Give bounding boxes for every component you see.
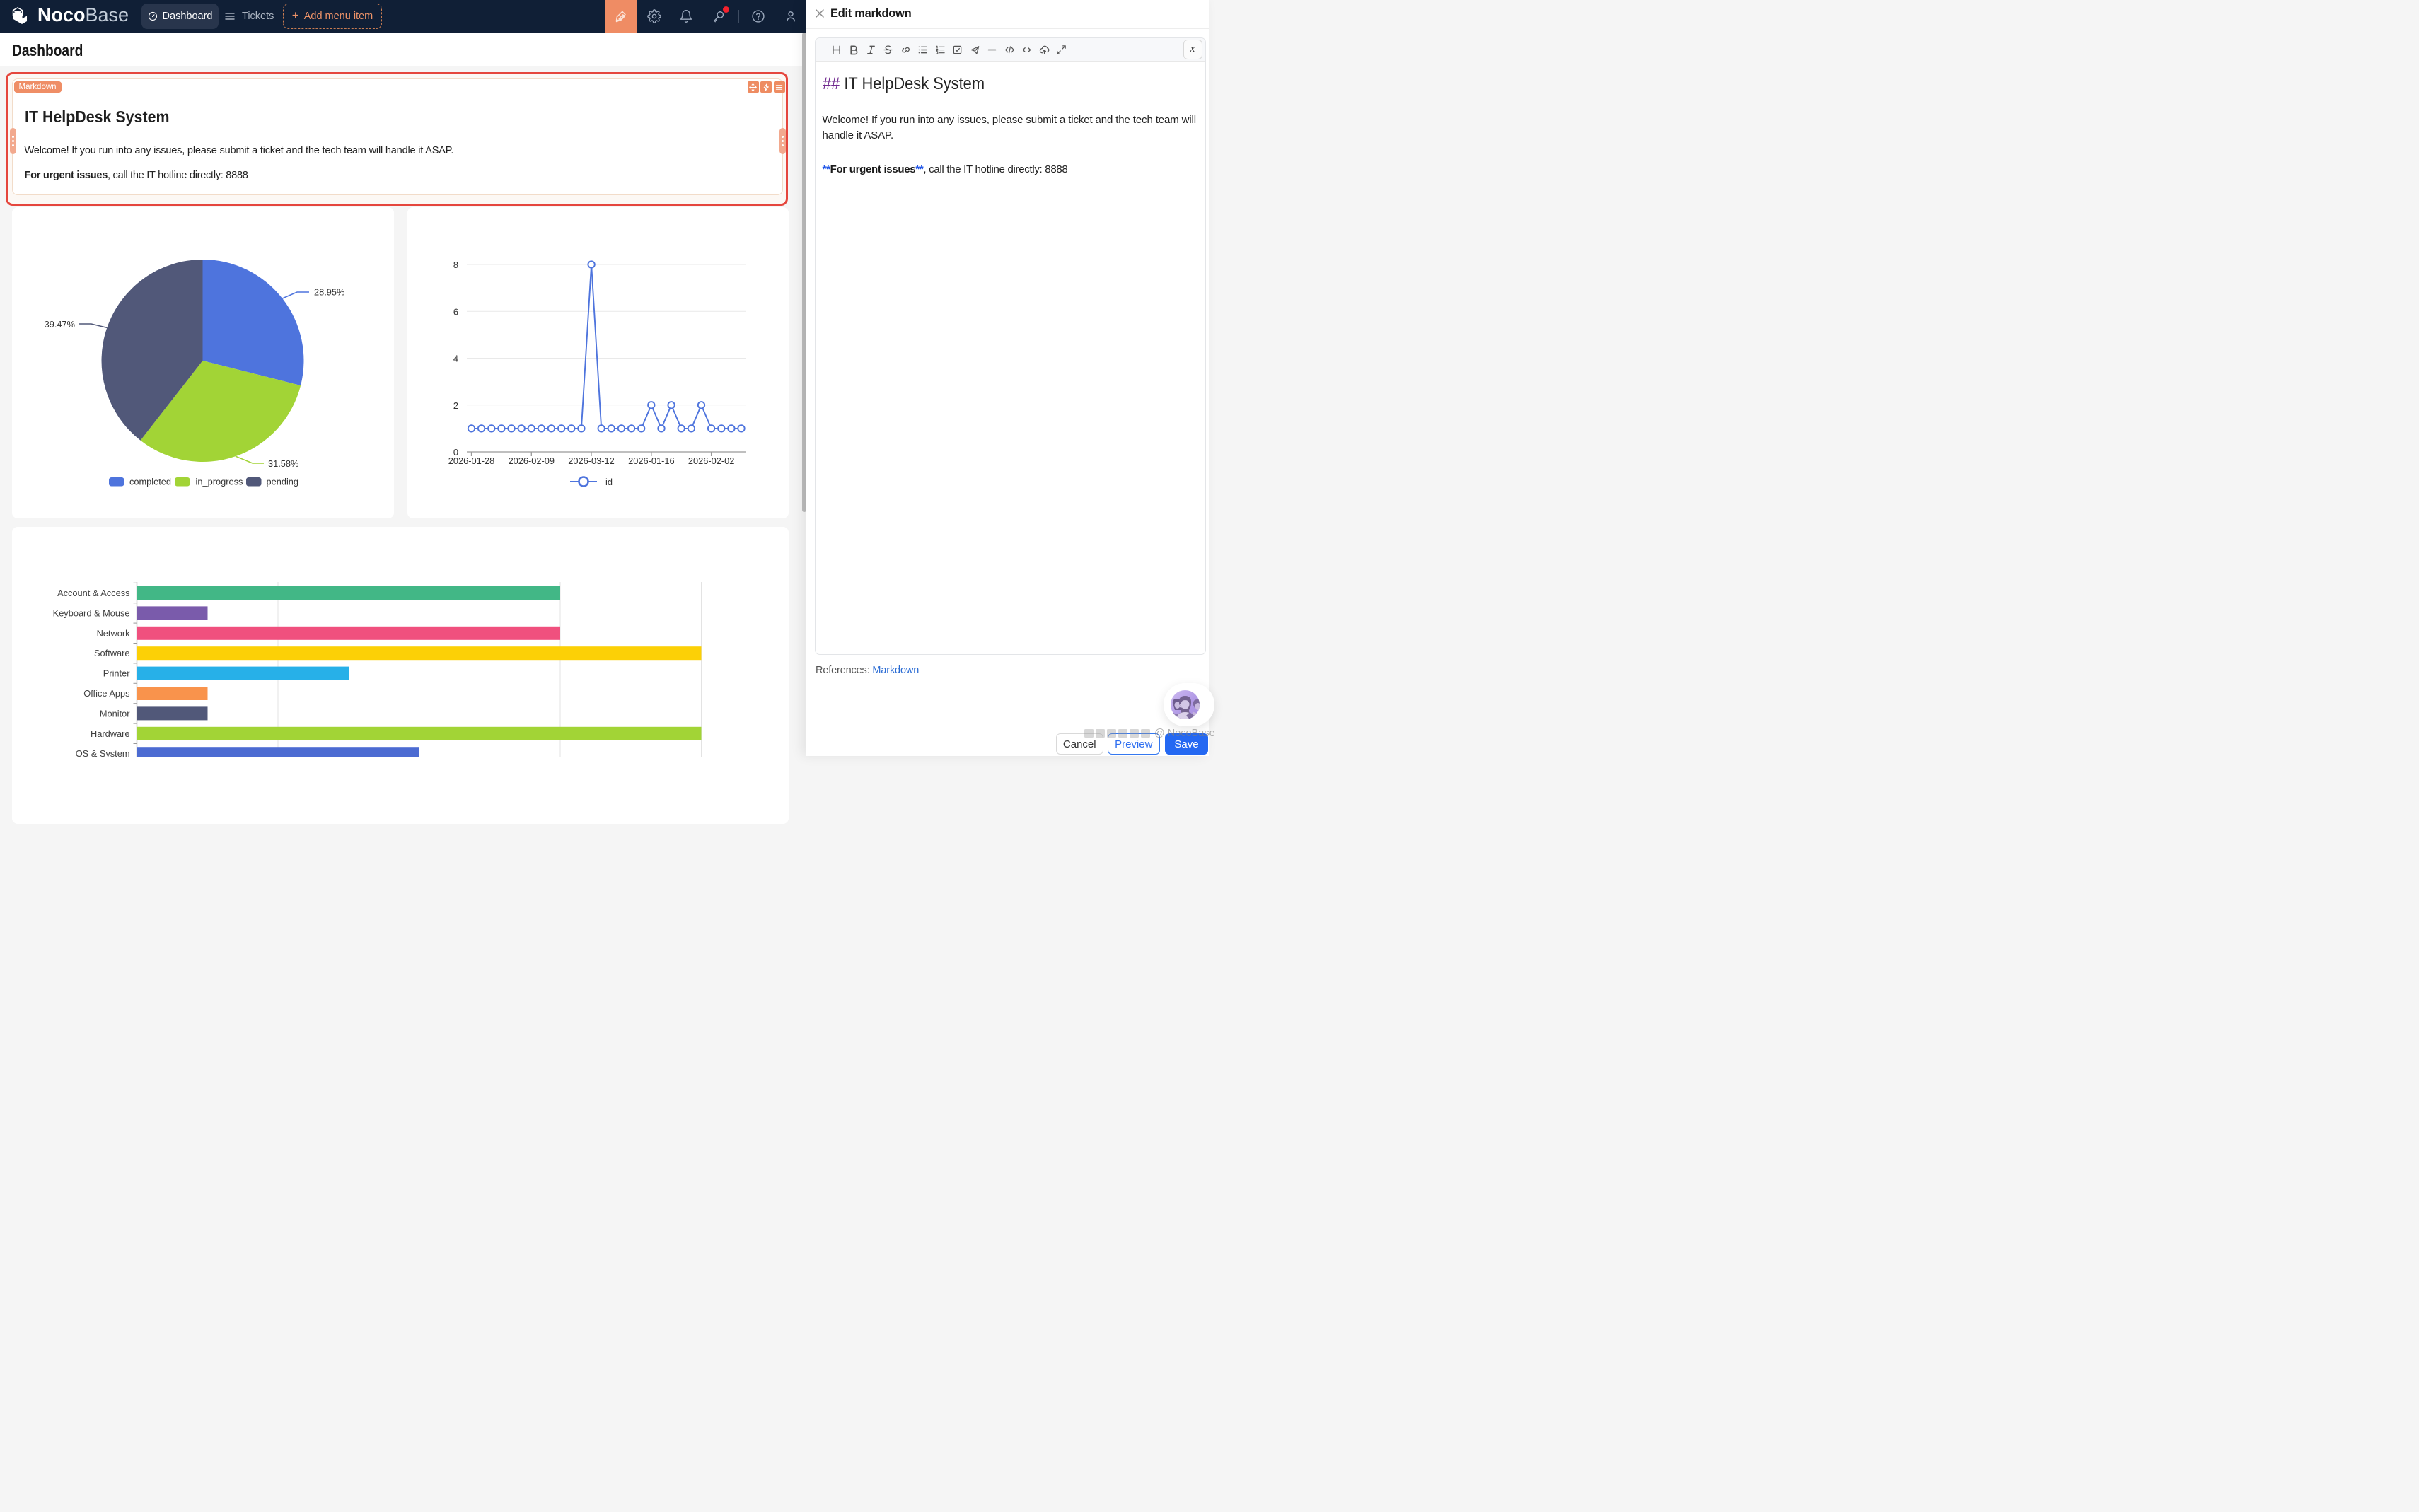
svg-text:Network: Network <box>97 627 131 638</box>
svg-text:Office Apps: Office Apps <box>83 688 129 699</box>
svg-text:31.58%: 31.58% <box>268 458 298 469</box>
svg-text:4: 4 <box>453 354 458 364</box>
svg-text:39.47%: 39.47% <box>45 319 75 330</box>
svg-text:Monitor: Monitor <box>100 708 130 719</box>
svg-text:id: id <box>605 477 613 487</box>
svg-text:2026-02-09: 2026-02-09 <box>509 455 555 466</box>
svg-text:Keyboard & Mouse: Keyboard & Mouse <box>53 607 130 618</box>
svg-text:completed: completed <box>129 477 171 487</box>
svg-text:in_progress: in_progress <box>196 477 243 487</box>
svg-text:OS & System: OS & System <box>76 748 130 757</box>
svg-text:pending: pending <box>267 477 299 487</box>
svg-text:2: 2 <box>453 400 458 411</box>
svg-text:Account & Access: Account & Access <box>57 588 129 598</box>
svg-text:0: 0 <box>453 447 458 458</box>
svg-text:6: 6 <box>453 306 458 317</box>
svg-text:28.95%: 28.95% <box>314 287 344 298</box>
svg-text:Hardware: Hardware <box>91 728 129 738</box>
svg-text:2026-01-16: 2026-01-16 <box>628 455 674 466</box>
svg-text:Software: Software <box>94 648 130 658</box>
svg-text:2026-01-28: 2026-01-28 <box>448 455 494 466</box>
svg-text:Printer: Printer <box>103 668 130 678</box>
svg-text:2026-03-12: 2026-03-12 <box>568 455 614 466</box>
svg-text:2026-02-02: 2026-02-02 <box>688 455 734 466</box>
svg-text:8: 8 <box>453 260 458 270</box>
